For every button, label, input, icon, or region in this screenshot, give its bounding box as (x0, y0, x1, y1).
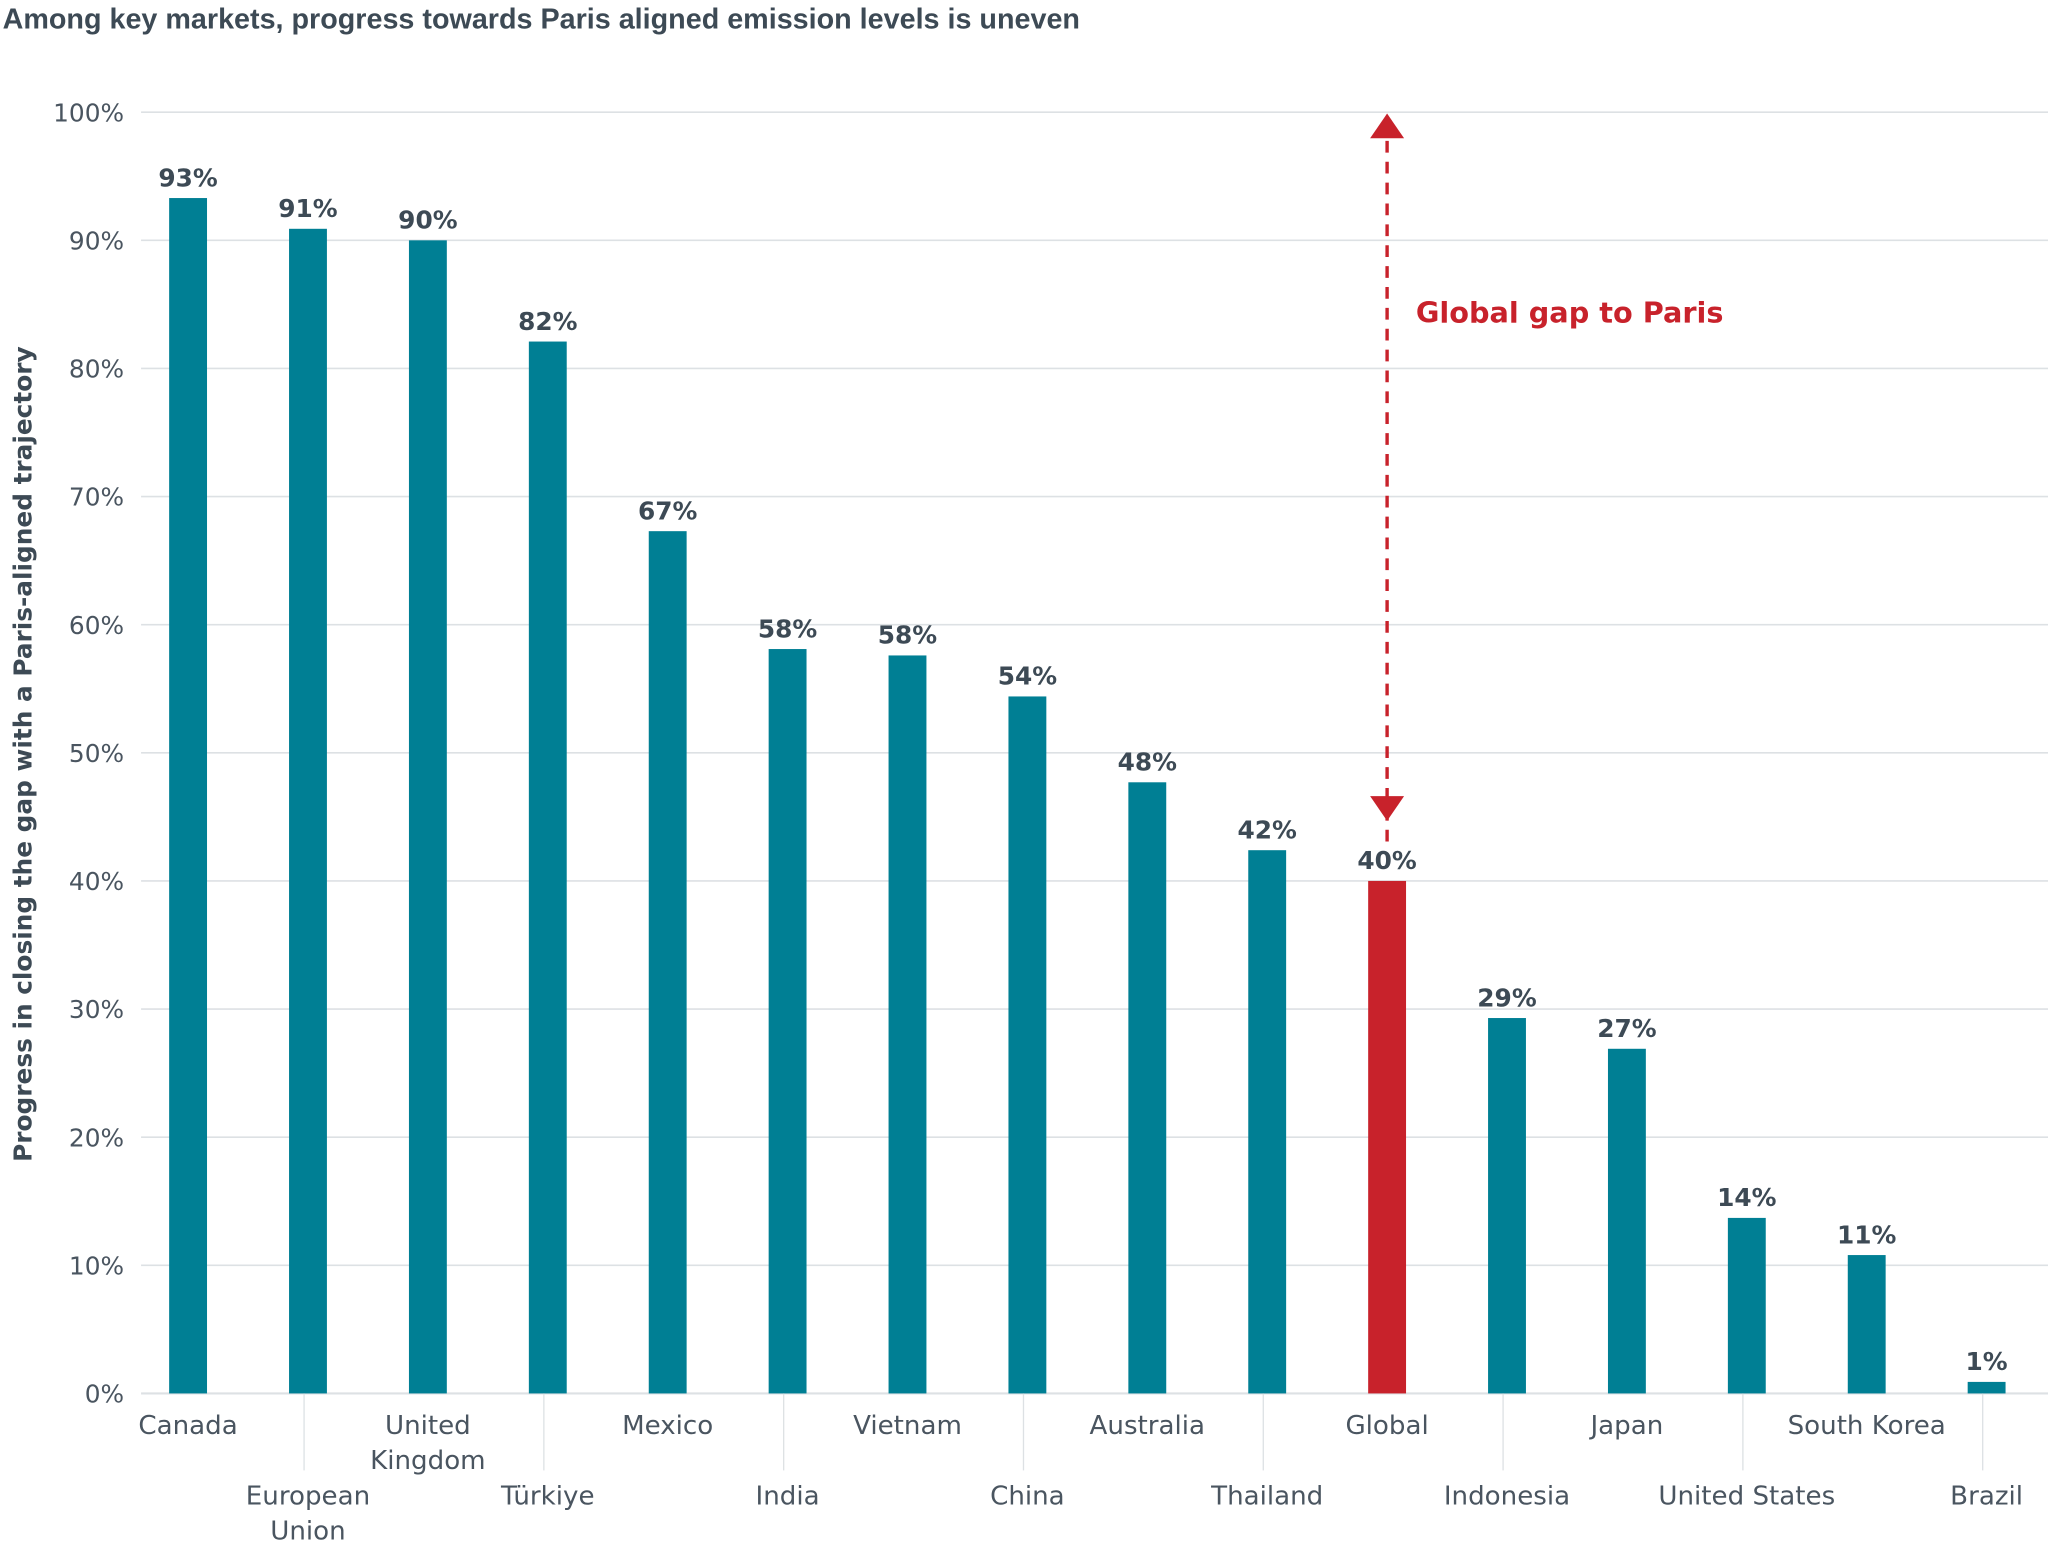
data-label: 27% (1597, 1014, 1657, 1043)
gridlines (141, 111, 2048, 1395)
data-label: 54% (998, 662, 1058, 691)
x-category-line: Kingdom (370, 1446, 485, 1476)
x-axis-categories: Canada European Union United Kingdom Türkiye M… (138, 1393, 2023, 1547)
y-tick-label: 0% (85, 1380, 124, 1409)
x-category-label: Mexico (622, 1411, 713, 1441)
x-category-label: Canada (138, 1411, 237, 1441)
bar-global (1368, 880, 1407, 1394)
x-category-line: South Korea (1788, 1411, 1946, 1441)
y-tick-label: 70% (69, 483, 124, 512)
data-label: 91% (278, 194, 338, 223)
x-category-label: Brazil (1950, 1481, 2023, 1511)
bar-indonesia (1488, 1018, 1526, 1394)
bar-united-kingdom (408, 240, 447, 1394)
x-category-line: Australia (1090, 1411, 1205, 1441)
y-tick-label: 60% (69, 611, 124, 640)
x-category-label: India (756, 1481, 820, 1511)
data-label: 82% (518, 307, 578, 336)
x-category-label: China (990, 1481, 1065, 1511)
x-category-line: India (756, 1481, 820, 1511)
x-category-line: Indonesia (1444, 1481, 1570, 1511)
bar-china (1008, 696, 1047, 1394)
bar-japan (1607, 1048, 1646, 1394)
annotation-label: Global gap to Paris (1416, 295, 1724, 329)
data-label: 93% (158, 163, 218, 192)
arrow-up-icon (1370, 113, 1405, 139)
x-category-label: South Korea (1788, 1411, 1946, 1441)
y-axis-ticks: 0% 10% 20% 30% 40% 50% 60% 70% 80% 90% 100% (53, 98, 124, 1408)
bar-canada (169, 198, 208, 1394)
x-category-line: Türkiye (500, 1481, 595, 1511)
y-tick-label: 80% (69, 355, 124, 384)
y-tick-label: 100% (53, 98, 124, 127)
y-tick-label: 90% (69, 226, 124, 255)
bar-thailand (1248, 850, 1287, 1394)
arrow-down-icon (1370, 796, 1405, 821)
x-category-label: Thailand (1210, 1481, 1323, 1511)
data-label: 11% (1837, 1220, 1897, 1249)
x-category-line: Global (1345, 1411, 1428, 1441)
data-label: 67% (638, 496, 698, 525)
bar-vietnam (888, 655, 927, 1394)
x-category-label: United Kingdom (370, 1411, 485, 1476)
bar-european-union (289, 228, 327, 1394)
data-label: 42% (1238, 815, 1298, 844)
x-category-line: Brazil (1950, 1481, 2023, 1511)
bar-mexico (648, 531, 687, 1394)
x-category-line: Union (270, 1517, 345, 1547)
x-category-label: Indonesia (1444, 1481, 1570, 1511)
x-category-label: Global (1345, 1411, 1428, 1441)
x-category-line: United (385, 1411, 471, 1441)
bar-brazil (1967, 1381, 2006, 1394)
data-labels: 93% 91% 90% 82% 67% 58% 58% 54% 48% 42% 40% 29% 27% 1… (158, 163, 2007, 1376)
bar-south-korea (1847, 1255, 1886, 1394)
bars (169, 198, 2006, 1394)
x-category-label: Australia (1090, 1411, 1205, 1441)
bar-australia (1128, 782, 1167, 1394)
y-axis-label: Progress in closing the gap with a Paris… (8, 346, 37, 1161)
data-label: 48% (1118, 748, 1178, 777)
x-category-line: Thailand (1210, 1481, 1323, 1511)
x-category-line: United States (1658, 1481, 1835, 1511)
data-label: 40% (1357, 846, 1417, 875)
data-label: 90% (398, 206, 458, 235)
x-category-line: Japan (1588, 1411, 1663, 1441)
y-tick-label: 10% (69, 1251, 124, 1280)
y-tick-label: 30% (69, 995, 124, 1024)
bar-t-rkiye (528, 341, 567, 1394)
y-tick-label: 50% (69, 739, 124, 768)
bar-united-states (1727, 1217, 1766, 1394)
data-label: 14% (1717, 1183, 1777, 1212)
x-category-line: European (246, 1481, 370, 1511)
x-category-line: Mexico (622, 1411, 713, 1441)
x-category-label: Vietnam (853, 1411, 962, 1441)
x-category-label: United States (1658, 1481, 1835, 1511)
data-label: 58% (758, 614, 818, 643)
data-label: 58% (878, 621, 938, 650)
x-category-label: Türkiye (500, 1481, 595, 1511)
y-tick-label: 20% (69, 1123, 124, 1152)
x-category-label: European Union (246, 1481, 370, 1546)
x-category-line: Canada (138, 1411, 237, 1441)
chart-title: Among key markets, progress towards Pari… (3, 4, 1080, 36)
global-gap-annotation: Global gap to Paris (1370, 113, 1724, 842)
y-tick-label: 40% (69, 867, 124, 896)
x-category-line: China (990, 1481, 1065, 1511)
data-label: 1% (1966, 1347, 2008, 1376)
x-category-label: Japan (1588, 1411, 1663, 1441)
data-label: 29% (1477, 983, 1537, 1012)
x-category-line: Vietnam (853, 1411, 962, 1441)
bar-india (768, 649, 807, 1394)
